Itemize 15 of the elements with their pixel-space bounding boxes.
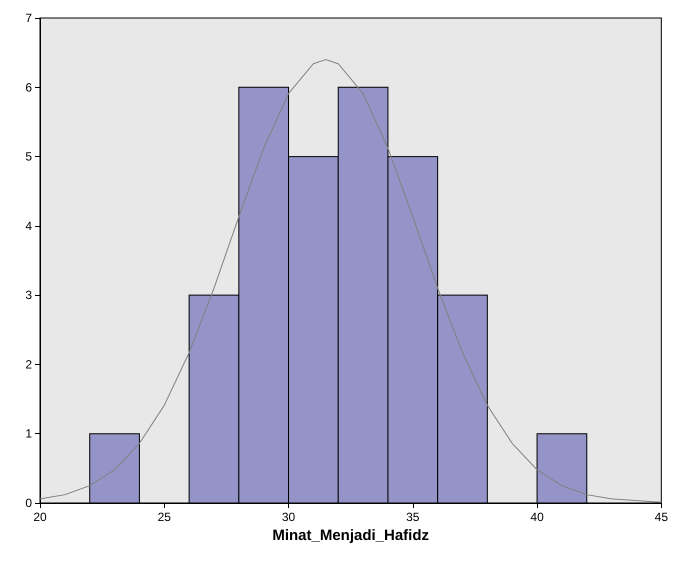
y-tick-label: 0	[25, 496, 32, 510]
x-tick-label: 30	[282, 510, 296, 524]
x-tick-label: 35	[406, 510, 420, 524]
x-tick-label: 25	[158, 510, 172, 524]
y-tick-label: 1	[25, 426, 32, 441]
y-tick-label: 3	[25, 288, 32, 302]
y-tick-label: 7	[25, 11, 32, 25]
x-axis-title: Minat_Menjadi_Hafidz	[272, 526, 430, 544]
x-tick-label: 20	[33, 510, 47, 524]
y-tick-label: 4	[25, 218, 32, 233]
y-tick-label: 6	[25, 80, 32, 94]
x-tick-label: 40	[530, 510, 544, 524]
y-tick-label: 5	[25, 150, 32, 164]
y-tick-label: 2	[25, 357, 32, 372]
x-tick-label: 45	[654, 510, 668, 524]
